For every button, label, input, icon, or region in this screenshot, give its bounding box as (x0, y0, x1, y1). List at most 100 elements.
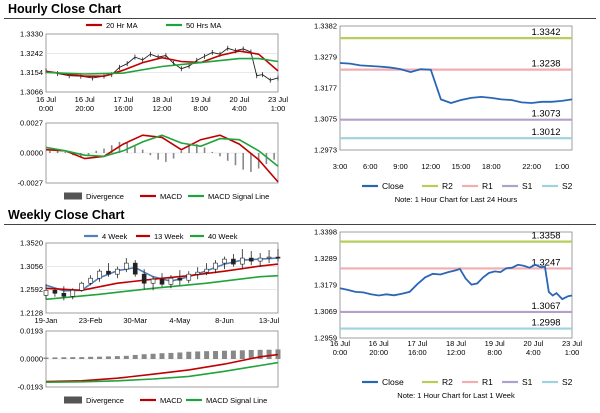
hourly-xtick-label: 23 Jul (268, 95, 288, 104)
weekly-candle-body (248, 257, 254, 262)
weekly-pivot-legend-label: R2 (442, 377, 453, 387)
weekly-price-ytick: 1.3520 (20, 239, 43, 248)
weekly-candle-body (257, 257, 263, 262)
hourly-pivot-ytick: 1.3279 (314, 53, 337, 62)
weekly-candle-body (70, 289, 76, 297)
weekly-pivot-xtick-label: 16 Jul (330, 339, 350, 348)
hourly-macd-ytick: 0.0027 (20, 119, 43, 128)
hourly-pivot-legend-label: Close (382, 181, 404, 191)
weekly-divergence-bar (52, 357, 58, 359)
weekly-pivot-close-line (339, 263, 573, 301)
weekly-macd-series-macd-signal-line (45, 361, 279, 383)
hourly-divergence-bar (226, 153, 229, 161)
hourly-pivot-legend-label: R2 (442, 181, 453, 191)
weekly-pivot-legend-label: S1 (522, 377, 533, 387)
hourly-xtick-label: 1:00 (271, 104, 286, 113)
weekly-pivot-xtick-label: 18 Jul (446, 339, 466, 348)
hourly-divergence-bar (265, 153, 268, 165)
weekly-pivot-note: Note: 1 Hour Chart for Last 1 Week (397, 391, 515, 400)
weekly-pivot-xtick-label: 19 Jul (485, 339, 505, 348)
weekly-xtick-label: 8-Jun (215, 316, 234, 325)
weekly-xtick-label: 13-Jul (259, 316, 280, 325)
hourly-pivot-ytick: 1.3382 (314, 22, 337, 31)
hourly-divergence-bar (180, 150, 183, 153)
hourly-divergence-bar (110, 145, 113, 153)
legend-weekly-signal: MACD Signal Line (206, 396, 267, 405)
hourly-divergence-bar (80, 153, 82, 158)
weekly-price-ytick: 1.2128 (20, 309, 43, 318)
hourly-xtick-label: 0:00 (39, 104, 54, 113)
weekly-divergence-bar (177, 352, 183, 359)
hourly-pivot-xtick-label: 18:00 (482, 162, 501, 171)
weekly-pivot-legend-label: S2 (562, 377, 573, 387)
hourly-xtick-label: 4:00 (232, 104, 247, 113)
weekly-divergence-bar (123, 355, 129, 359)
weekly-candle-body (79, 282, 84, 291)
weekly-pivot-xtick-label: 12:00 (447, 348, 466, 357)
weekly-pivot-xtick-label: 16:00 (408, 348, 427, 357)
weekly-macd-series-macd (45, 353, 279, 383)
hourly-pivot-close-line (339, 62, 573, 104)
weekly-candle-body (106, 270, 111, 275)
hourly-series-50-hrs-ma (45, 57, 279, 75)
weekly-divergence-bar (159, 353, 165, 359)
weekly-divergence-bar (97, 356, 103, 359)
hourly-xtick-label: 20 Jul (229, 95, 249, 104)
weekly-divergence-bar (79, 357, 85, 359)
weekly-divergence-bar (266, 349, 272, 359)
hourly-divergence-bar (203, 147, 206, 153)
weekly-section-title: Weekly Close Chart (8, 208, 125, 222)
legend-hourly-divergence-swatch (64, 192, 82, 200)
weekly-divergence-bar (213, 351, 219, 359)
legend-hourly-divergence: Divergence (86, 192, 124, 201)
hourly-divergence-bar (211, 151, 214, 153)
hourly-pivot-xtick-label: 12:00 (421, 162, 440, 171)
section-divider (4, 18, 596, 19)
weekly-pivot-ytick: 1.2959 (314, 334, 337, 343)
weekly-pivot-level-label: 1.2998 (531, 318, 560, 329)
hourly-divergence-bar (157, 153, 159, 160)
weekly-xtick-label: 19-Jan (35, 316, 58, 325)
hourly-macd-ytick: -0.0027 (18, 179, 43, 188)
weekly-macd-ytick: -0.0193 (18, 383, 43, 392)
hourly-pivot-frame (339, 25, 573, 151)
legend-hourly-macd: MACD (160, 192, 183, 201)
hourly-divergence-bar (49, 150, 51, 153)
legend-weekly-macd: MACD (160, 396, 183, 405)
hourly-xtick-label: 19 Jul (191, 95, 211, 104)
weekly-candle-body (213, 262, 218, 270)
hourly-pivot-legend-label: S1 (522, 181, 533, 191)
hourly-macd-ytick: 0.0000 (20, 149, 43, 158)
weekly-pivot-xtick-label: 20:00 (369, 348, 388, 357)
weekly-xtick-label: 23-Feb (79, 316, 103, 325)
weekly-candle-body (124, 262, 129, 270)
weekly-pivot-xtick-label: 0:00 (333, 348, 348, 357)
weekly-pivot-legend-label: Close (382, 377, 404, 387)
hourly-price-ytick: 1.3242 (20, 49, 43, 58)
weekly-divergence-bar (204, 351, 210, 359)
hourly-pivot-note: Note: 1 Hour Chart for Last 24 Hours (395, 195, 518, 204)
weekly-candle-body (195, 271, 200, 275)
hourly-pivot-xtick-label: 6:00 (363, 162, 378, 171)
hourly-pivot-level-label: 1.3342 (531, 27, 560, 38)
hourly-divergence-bar (273, 153, 275, 160)
weekly-pivot-xtick-label: 1:00 (565, 348, 580, 357)
weekly-pivot-xtick-label: 23 Jul (562, 339, 582, 348)
weekly-candle-body (240, 257, 245, 265)
weekly-divergence-bar (132, 354, 138, 359)
weekly-pivot-ytick: 1.3179 (314, 281, 337, 290)
hourly-divergence-bar (250, 153, 252, 172)
section-divider (4, 224, 596, 225)
hourly-divergence-bar (149, 153, 152, 156)
weekly-candle-body (97, 270, 102, 279)
weekly-candle-body (231, 258, 236, 265)
weekly-candle-body (150, 278, 156, 284)
weekly-series-40-week (45, 274, 279, 301)
weekly-pivot-xtick-label: 8:00 (487, 348, 502, 357)
weekly-divergence-bar (230, 350, 236, 359)
weekly-candle-body (177, 277, 183, 281)
weekly-candle-body (61, 292, 67, 297)
weekly-divergence-bar (43, 357, 49, 359)
hourly-pivot-ytick: 1.2973 (314, 146, 337, 155)
weekly-divergence-bar (150, 353, 156, 359)
